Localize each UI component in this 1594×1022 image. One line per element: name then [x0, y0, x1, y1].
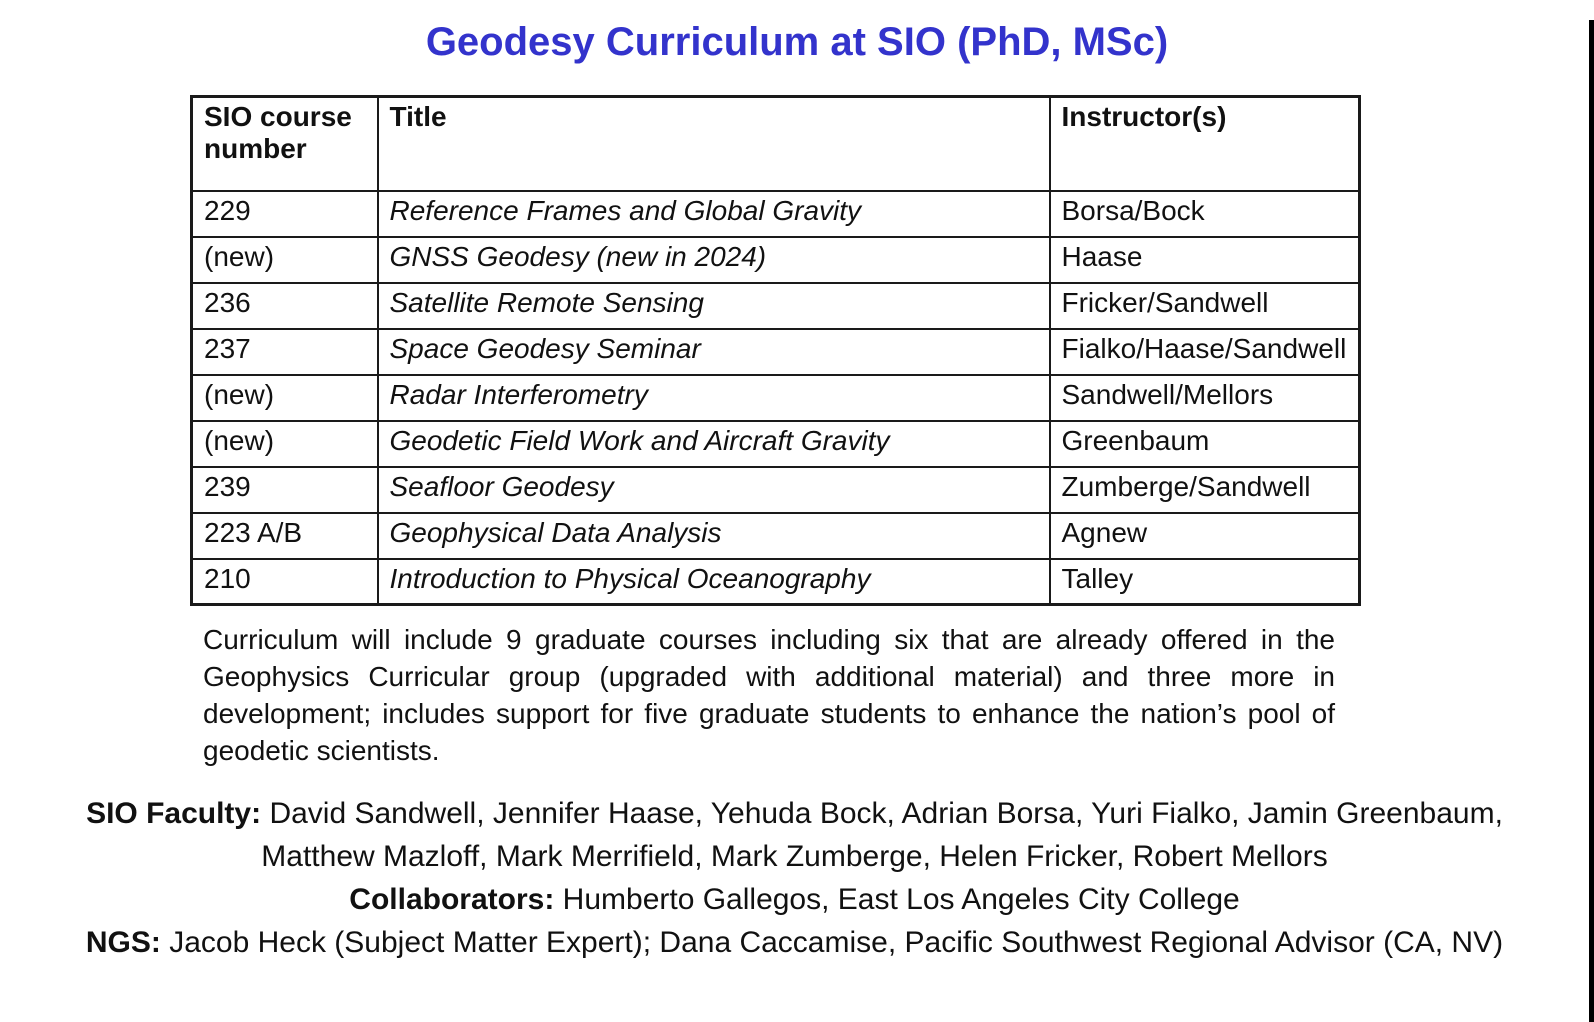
faculty-line-1: SIO Faculty: David Sandwell, Jennifer Ha…: [0, 792, 1589, 835]
course-number-cell: 229: [190, 189, 379, 238]
course-number-cell: (new): [190, 235, 379, 284]
faculty-label: SIO Faculty:: [86, 796, 262, 830]
instructors-cell: Borsa/Bock: [1048, 189, 1361, 238]
ngs-line: NGS: Jacob Heck (Subject Matter Expert);…: [0, 921, 1589, 964]
course-title-cell: GNSS Geodesy (new in 2024): [376, 235, 1051, 284]
table-row: 229 Reference Frames and Global Gravity …: [190, 189, 1361, 238]
course-title-cell: Geodetic Field Work and Aircraft Gravity: [376, 419, 1051, 468]
instructors-cell: Agnew: [1048, 511, 1361, 560]
collaborators-label: Collaborators:: [349, 883, 555, 917]
course-title-cell: Space Geodesy Seminar: [376, 327, 1051, 376]
instructors-cell: Greenbaum: [1048, 419, 1361, 468]
course-table: SIO course number Title Instructor(s) 22…: [190, 95, 1361, 606]
table-row: 210 Introduction to Physical Oceanograph…: [190, 557, 1361, 606]
table-row: (new) Geodetic Field Work and Aircraft G…: [190, 419, 1361, 468]
instructors-cell: Sandwell/Mellors: [1048, 373, 1361, 422]
course-table-body: 229 Reference Frames and Global Gravity …: [190, 189, 1361, 606]
course-title-cell: Radar Interferometry: [376, 373, 1051, 422]
curriculum-description: Curriculum will include 9 graduate cours…: [203, 624, 1335, 766]
faculty-names-2: Matthew Mazloff, Mark Merrifield, Mark Z…: [261, 840, 1328, 873]
ngs-names: Jacob Heck (Subject Matter Expert); Dana…: [160, 926, 1504, 960]
ngs-label: NGS:: [85, 926, 161, 960]
instructors-cell: Haase: [1048, 235, 1361, 284]
header-instructors: Instructor(s): [1048, 95, 1361, 192]
course-number-cell: (new): [190, 419, 379, 468]
table-row: 236 Satellite Remote Sensing Fricker/San…: [190, 281, 1361, 330]
header-row: SIO course number Title Instructor(s): [190, 95, 1361, 192]
course-title-cell: Satellite Remote Sensing: [376, 281, 1051, 330]
course-number-cell: (new): [190, 373, 379, 422]
course-title-cell: Seafloor Geodesy: [376, 465, 1051, 514]
table-row: 239 Seafloor Geodesy Zumberge/Sandwell: [190, 465, 1361, 514]
faculty-names-1: David Sandwell, Jennifer Haase, Yehuda B…: [261, 796, 1503, 830]
header-title: Title: [376, 95, 1051, 192]
table-row: 223 A/B Geophysical Data Analysis Agnew: [190, 511, 1361, 560]
instructors-cell: Fricker/Sandwell: [1048, 281, 1361, 330]
course-number-cell: 223 A/B: [190, 511, 379, 560]
faculty-line-2: Matthew Mazloff, Mark Merrifield, Mark Z…: [0, 835, 1589, 878]
credits-block: SIO Faculty: David Sandwell, Jennifer Ha…: [0, 792, 1589, 965]
page-title: Geodesy Curriculum at SIO (PhD, MSc): [425, 20, 1169, 64]
instructors-cell: Talley: [1048, 557, 1361, 606]
course-number-cell: 239: [190, 465, 379, 514]
table-row: 237 Space Geodesy Seminar Fialko/Haase/S…: [190, 327, 1361, 376]
instructors-cell: Fialko/Haase/Sandwell: [1048, 327, 1361, 376]
collaborators-line: Collaborators: Humberto Gallegos, East L…: [0, 878, 1589, 921]
course-title-cell: Introduction to Physical Oceanography: [376, 557, 1051, 606]
screen-right-edge-bar: [1589, 20, 1594, 1022]
table-row: (new) GNSS Geodesy (new in 2024) Haase: [190, 235, 1361, 284]
table-row: (new) Radar Interferometry Sandwell/Mell…: [190, 373, 1361, 422]
course-title-cell: Geophysical Data Analysis: [376, 511, 1051, 560]
course-number-cell: 236: [190, 281, 379, 330]
header-course-number: SIO course number: [190, 95, 379, 192]
collaborators-names: Humberto Gallegos, East Los Angeles City…: [554, 883, 1240, 917]
course-number-cell: 210: [190, 557, 379, 606]
instructors-cell: Zumberge/Sandwell: [1048, 465, 1361, 514]
course-number-cell: 237: [190, 327, 379, 376]
course-title-cell: Reference Frames and Global Gravity: [376, 189, 1051, 238]
course-table-header: SIO course number Title Instructor(s): [190, 95, 1361, 192]
